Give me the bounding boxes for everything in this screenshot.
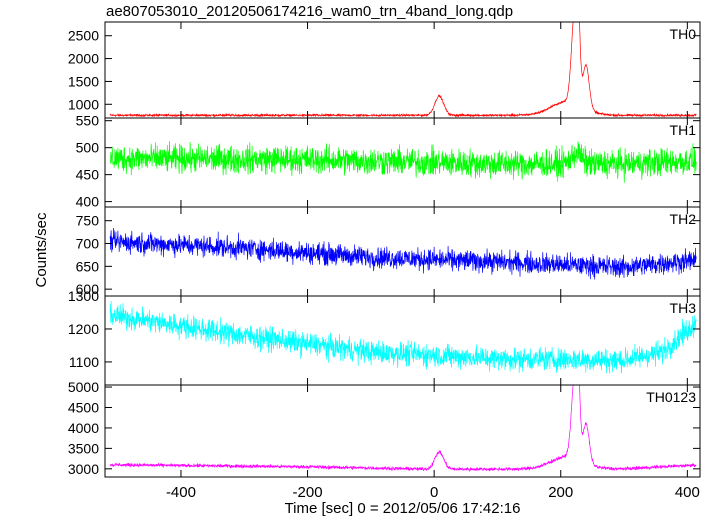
series-label-th3: TH3 — [670, 300, 697, 316]
y-tick-label: 1000 — [68, 96, 99, 112]
y-tick-label: 600 — [76, 281, 100, 297]
series-line-th1 — [109, 141, 697, 183]
y-tick-label: 1200 — [68, 321, 99, 337]
y-tick-label: 4500 — [68, 399, 99, 415]
x-tick-label: -200 — [293, 484, 323, 501]
y-axis-label: Counts/sec — [33, 212, 50, 288]
series-label-th1: TH1 — [670, 122, 697, 138]
y-tick-label: 500 — [76, 140, 100, 156]
y-tick-label: 3000 — [68, 461, 99, 477]
panel-th1: 400 450 500 550 TH1 — [76, 113, 701, 210]
x-tick-label: 0 — [430, 484, 438, 501]
x-tick-label: 400 — [675, 484, 700, 501]
y-tick-label: 700 — [76, 236, 100, 252]
chart-title: ae807053010_20120506174216_wam0_trn_4ban… — [106, 3, 514, 20]
y-tick-label: 3500 — [68, 440, 99, 456]
y-tick-label: 750 — [76, 213, 100, 229]
series-label-th0123: TH0123 — [646, 389, 696, 405]
y-tick-label: 550 — [76, 113, 100, 129]
y-tick-label: 5000 — [68, 379, 99, 395]
y-tick-label: 1300 — [68, 288, 99, 304]
y-tick-label: 1100 — [69, 354, 99, 370]
series-label-th2: TH2 — [670, 211, 697, 227]
panel-frame — [104, 21, 701, 119]
panel-th3: 1100 1200 1300 TH3 — [68, 288, 701, 386]
y-tick-label: 650 — [76, 258, 100, 274]
panel-frame — [104, 206, 701, 297]
series-line-th3 — [109, 300, 697, 374]
series-line-th2 — [109, 227, 697, 280]
panel-th0123: 3000 3500 4000 4500 5000 TH0123 — [68, 379, 701, 478]
panel-th2: 600 650 700 750 TH2 — [76, 206, 701, 297]
y-tick-label: 400 — [76, 194, 100, 210]
panel-frame — [104, 384, 701, 478]
x-tick-label: -400 — [166, 484, 196, 501]
x-tick-label: 200 — [548, 484, 573, 501]
series-line-th0 — [109, 22, 697, 118]
series-line-th0123 — [109, 385, 697, 473]
y-tick-label: 450 — [76, 167, 100, 183]
panel-th0: 1000 1500 2000 2500 TH0 — [68, 21, 701, 119]
x-axis-label: Time [sec] 0 = 2012/05/06 17:42:16 — [285, 500, 521, 516]
panel-frame — [104, 295, 701, 386]
y-tick-label: 4000 — [68, 420, 99, 436]
y-tick-label: 1500 — [68, 73, 99, 89]
y-tick-label: 2000 — [68, 51, 99, 67]
series-label-th0: TH0 — [670, 26, 697, 42]
y-tick-label: 2500 — [68, 28, 99, 44]
